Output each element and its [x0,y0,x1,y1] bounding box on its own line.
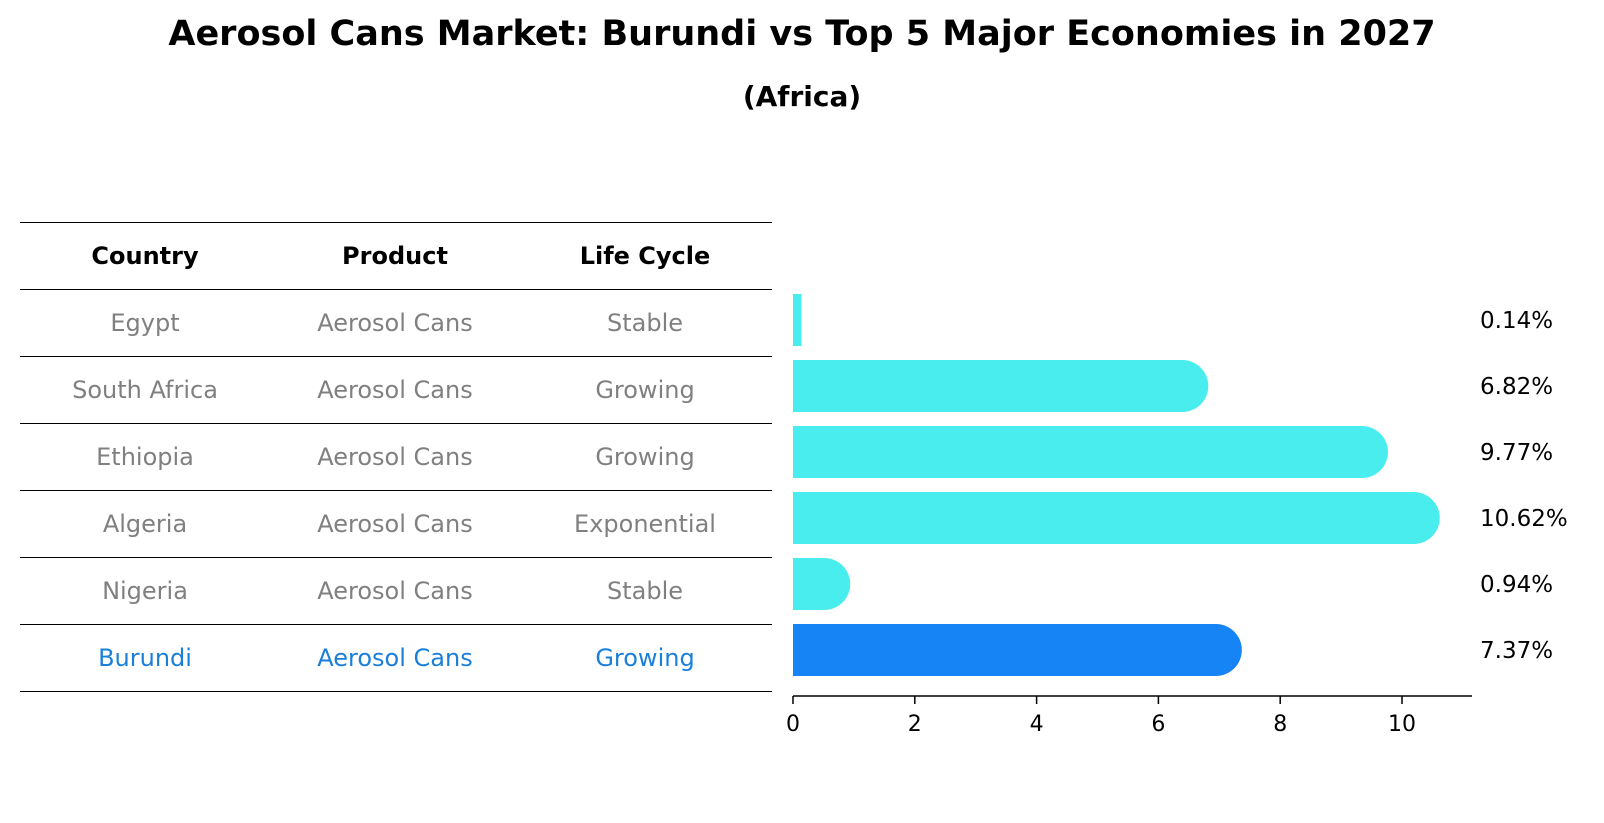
value-label: 7.37% [1480,638,1553,664]
country-cell: Ethiopia [96,443,194,471]
x-tick-label: 10 [1388,712,1416,737]
country-cell: South Africa [72,376,218,404]
x-tick-label: 6 [1151,712,1165,737]
product-cell: Aerosol Cans [317,309,473,337]
product-cell: Aerosol Cans [317,376,473,404]
bar-nigeria [793,558,851,610]
country-cell: Egypt [110,309,180,337]
country-cell: Burundi [98,644,192,672]
country-cell: Algeria [102,510,188,538]
bar-burundi [793,624,1242,676]
header-product: Product [342,242,448,270]
x-tick-label: 0 [786,712,800,737]
product-cell: Aerosol Cans [317,443,473,471]
header-life-cycle: Life Cycle [579,242,711,270]
product-cell: Aerosol Cans [317,510,473,538]
bar-ethiopia [793,426,1388,478]
table-row: South Africa Aerosol Cans Growing [20,356,772,423]
value-label: 9.77% [1480,440,1553,466]
x-tick-label: 2 [908,712,922,737]
life-cycle-cell: Growing [595,644,695,672]
header-country: Country [91,242,199,270]
value-label: 6.82% [1480,374,1553,400]
bar-south-africa [793,360,1209,412]
chart-title: Aerosol Cans Market: Burundi vs Top 5 Ma… [168,14,1436,54]
life-cycle-cell: Stable [606,309,684,337]
table-row: Egypt Aerosol Cans Stable [20,289,772,356]
table-row: Nigeria Aerosol Cans Stable [20,557,772,624]
x-tick-label: 8 [1273,712,1287,737]
table-row: Ethiopia Aerosol Cans Growing [20,423,772,490]
life-cycle-cell: Growing [595,443,695,471]
product-cell: Aerosol Cans [317,577,473,605]
table-header-row: Country Product Life Cycle [20,222,772,289]
country-cell: Nigeria [102,577,188,605]
x-tick-label: 4 [1030,712,1044,737]
life-cycle-cell: Exponential [574,510,716,538]
table-row: Algeria Aerosol Cans Exponential [20,490,772,557]
value-label: 0.94% [1480,572,1553,598]
value-label: 10.62% [1480,506,1568,532]
life-cycle-cell: Growing [595,376,695,404]
table-row-highlighted: Burundi Aerosol Cans Growing [20,624,772,692]
country-table: Country Product Life Cycle Egypt Aerosol… [20,222,772,692]
life-cycle-cell: Stable [606,577,684,605]
bar-egypt [793,294,802,346]
value-label: 0.14% [1480,308,1553,334]
product-cell: Aerosol Cans [317,644,473,672]
chart-subtitle: (Africa) [742,80,862,113]
bar-algeria [793,492,1440,544]
